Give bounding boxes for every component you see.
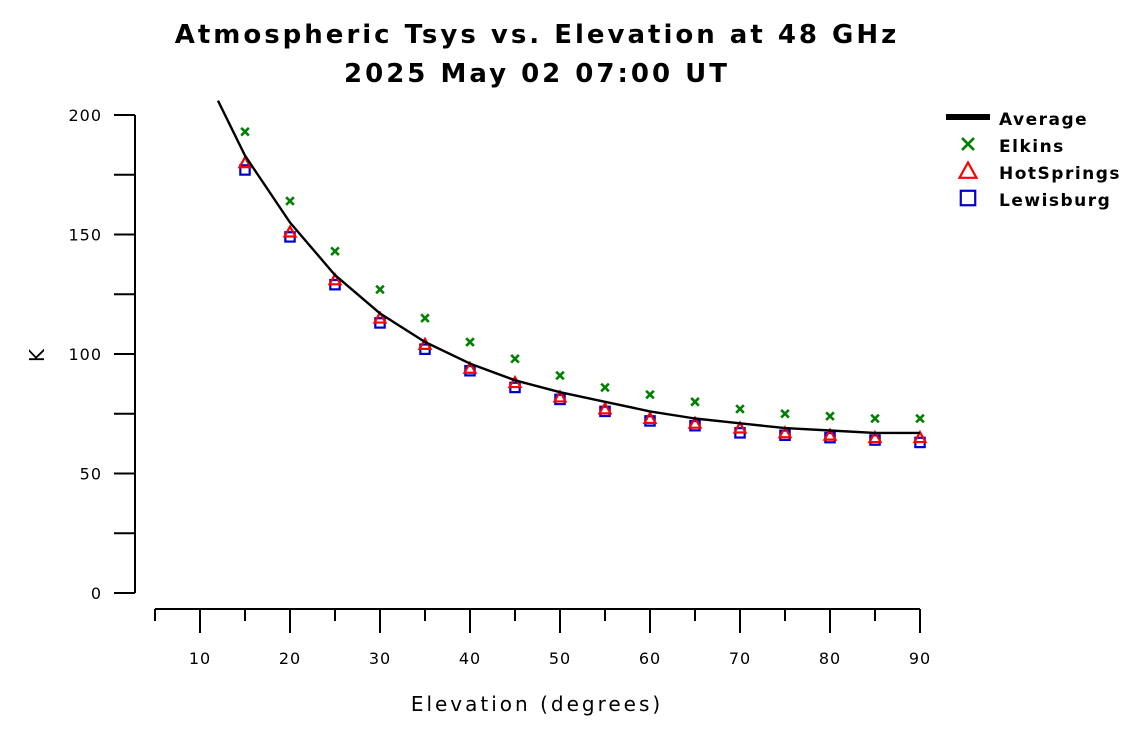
y-axis: 0 50 100 150 200: [68, 106, 136, 603]
hotsprings-point: [867, 429, 883, 444]
elkins-point-stroke: [735, 404, 745, 414]
elkins-point: [465, 337, 475, 347]
elkins-point: [600, 382, 610, 393]
hotsprings-point: [777, 425, 793, 439]
elkins-point: [240, 126, 250, 137]
elkins-point-stroke: [690, 397, 700, 407]
hotsprings-point: [282, 224, 298, 238]
hotsprings-point: [552, 389, 568, 403]
elkins-point-stroke: [285, 196, 295, 206]
legend-swatch-hotsprings: [957, 160, 979, 179]
elkins-point-stroke: [465, 337, 475, 347]
elkins-point-stroke: [375, 284, 385, 295]
legend-label-elkins: Elkins: [999, 137, 1065, 157]
elkins-point-stroke: [870, 413, 880, 424]
elkins-point: [375, 284, 385, 295]
x-tick-label: 40: [459, 649, 481, 668]
legend-swatch-elkins: [961, 137, 975, 151]
y-tick-label: 50: [80, 465, 102, 484]
x-tick-label: 50: [549, 649, 571, 668]
hotsprings-point: [732, 420, 748, 434]
y-tick-label: 0: [91, 584, 102, 603]
elkins-point-stroke: [915, 413, 925, 424]
legend-swatch-lewisburg: [959, 189, 977, 207]
x-tick-label: 60: [639, 649, 661, 668]
x-tick-label: 20: [279, 649, 301, 668]
elkins-point: [690, 397, 700, 407]
y-axis-label: K: [25, 346, 49, 362]
x-tick-label: 90: [909, 649, 931, 668]
hotsprings-point: [687, 415, 703, 429]
elkins-point-stroke: [510, 354, 520, 364]
elkins-point-stroke: [555, 370, 565, 381]
hotsprings-point: [597, 401, 613, 415]
x-axis: 10 20 30 40 50 60 70 80 90: [154, 608, 931, 668]
legend-label-hotsprings: HotSprings: [999, 164, 1121, 184]
elkins-point: [825, 411, 835, 421]
elkins-point-stroke: [645, 389, 655, 400]
x-tick-label: 70: [729, 649, 751, 668]
elkins-point-stroke: [780, 408, 790, 419]
elkins-point-stroke: [825, 411, 835, 421]
plot-area: [216, 100, 928, 449]
legend-swatch-elkins-stroke: [961, 137, 975, 151]
elkins-point: [510, 354, 520, 364]
elkins-point: [330, 246, 340, 256]
y-tick-label: 200: [68, 106, 102, 125]
x-tick-label: 30: [369, 649, 391, 668]
hotsprings-point: [327, 272, 343, 286]
legend: Average Elkins HotSprings Lewisburg: [946, 110, 1121, 211]
lewisburg-point: [239, 164, 251, 176]
average-line: [216, 100, 920, 435]
elkins-point-stroke: [240, 126, 250, 137]
y-tick-label: 100: [68, 345, 102, 364]
elkins-point: [420, 313, 430, 323]
y-tick-label: 150: [68, 226, 102, 245]
legend-label-average: Average: [999, 110, 1088, 130]
elkins-point: [555, 370, 565, 381]
hotsprings-point: [237, 155, 253, 169]
x-tick-label: 10: [189, 649, 211, 668]
hotsprings-point: [372, 310, 388, 324]
elkins-point: [645, 389, 655, 400]
elkins-point: [735, 404, 745, 414]
x-tick-label: 80: [819, 649, 841, 668]
hotsprings-point: [912, 429, 928, 444]
elkins-point: [285, 196, 295, 206]
elkins-point: [915, 413, 925, 424]
hotsprings-point: [822, 427, 838, 441]
x-axis-label: Elevation (degrees): [411, 692, 663, 716]
elkins-point-stroke: [330, 246, 340, 256]
chart-subtitle: 2025 May 02 07:00 UT: [344, 59, 730, 89]
legend-label-lewisburg: Lewisburg: [999, 191, 1111, 211]
elkins-point: [870, 413, 880, 424]
elkins-point-stroke: [420, 313, 430, 323]
hotsprings-point: [642, 410, 658, 425]
elkins-point: [780, 408, 790, 419]
chart-title: Atmospheric Tsys vs. Elevation at 48 GHz: [175, 20, 900, 50]
hotsprings-point: [462, 360, 478, 374]
elkins-point-stroke: [600, 382, 610, 393]
